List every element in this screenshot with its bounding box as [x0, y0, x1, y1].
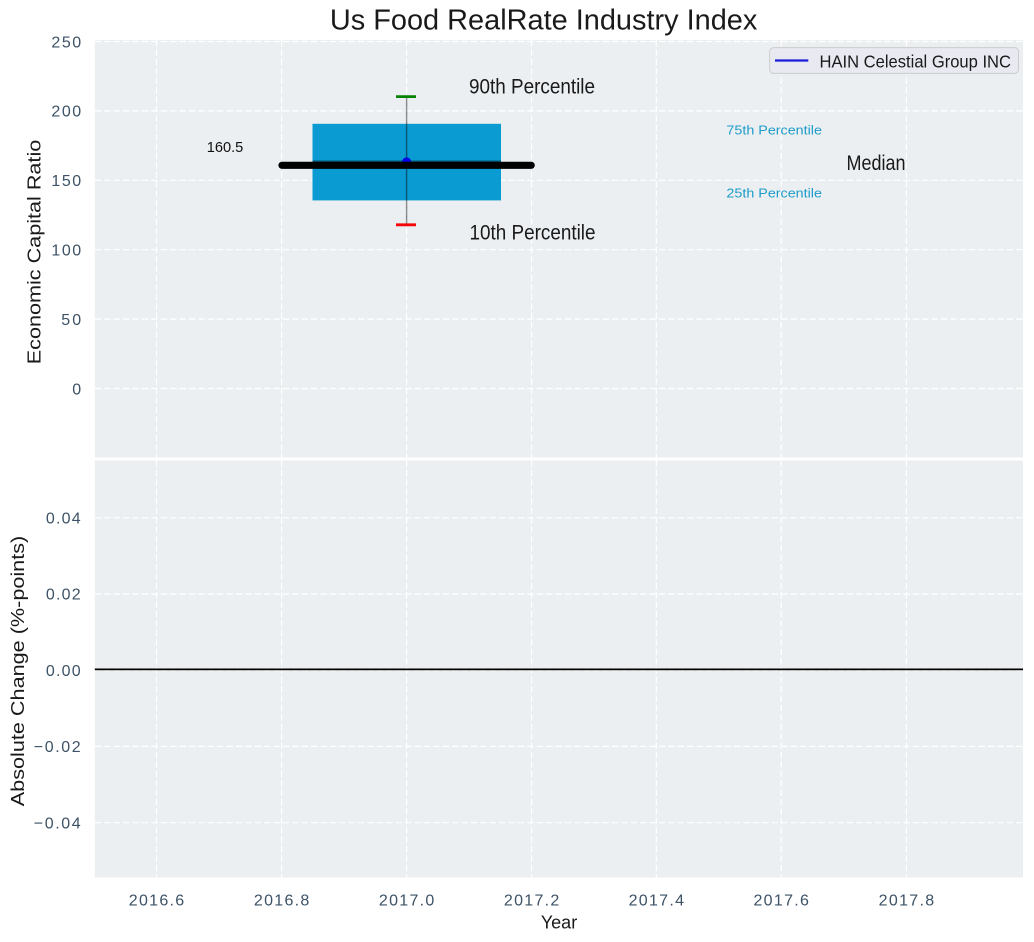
svg-text:Economic Capital Ratio: Economic Capital Ratio [24, 140, 45, 365]
svg-text:0.04: 0.04 [46, 510, 81, 527]
svg-text:Year: Year [541, 913, 577, 933]
svg-text:−0.02: −0.02 [34, 739, 81, 756]
svg-text:2016.6: 2016.6 [129, 893, 186, 910]
svg-text:250: 250 [51, 34, 81, 51]
svg-text:25th Percentile: 25th Percentile [726, 185, 822, 200]
svg-text:0.02: 0.02 [46, 587, 81, 604]
svg-text:50: 50 [61, 312, 81, 329]
svg-text:10th Percentile: 10th Percentile [470, 221, 596, 244]
svg-text:90th Percentile: 90th Percentile [469, 76, 595, 99]
svg-text:0.00: 0.00 [46, 663, 81, 680]
svg-text:2017.8: 2017.8 [879, 893, 936, 910]
svg-text:75th Percentile: 75th Percentile [726, 122, 822, 137]
svg-text:0: 0 [72, 381, 81, 398]
svg-text:200: 200 [51, 104, 81, 121]
svg-text:2017.6: 2017.6 [753, 893, 810, 910]
svg-text:Us Food RealRate Industry Inde: Us Food RealRate Industry Index [330, 5, 758, 37]
svg-text:2017.4: 2017.4 [629, 893, 686, 910]
svg-text:2017.0: 2017.0 [379, 893, 436, 910]
svg-text:2016.8: 2016.8 [254, 893, 311, 910]
svg-text:−0.04: −0.04 [34, 815, 81, 832]
svg-text:160.5: 160.5 [207, 140, 244, 156]
svg-text:100: 100 [51, 243, 81, 260]
svg-text:2017.2: 2017.2 [504, 893, 561, 910]
svg-text:HAIN Celestial Group INC: HAIN Celestial Group INC [820, 51, 1012, 71]
svg-text:Median: Median [847, 152, 906, 175]
svg-text:150: 150 [51, 173, 81, 190]
svg-text:Absolute Change (%-points): Absolute Change (%-points) [7, 536, 28, 807]
